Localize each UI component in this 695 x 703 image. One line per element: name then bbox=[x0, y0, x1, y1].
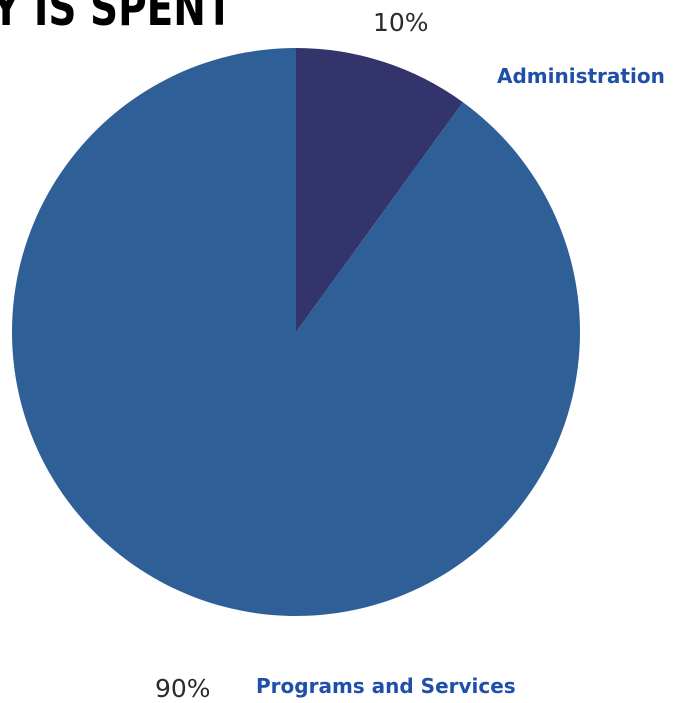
slice-category-label-programs-and-services: Programs and Services bbox=[256, 674, 516, 698]
chart-title: Y IS SPENT bbox=[0, 0, 233, 37]
slice-value-label-administration: 10% bbox=[373, 8, 429, 37]
pie-slice-administration bbox=[296, 48, 463, 332]
slice-category-label-administration: Administration bbox=[497, 64, 665, 88]
pie-slice-programs-and-services bbox=[11, 48, 580, 616]
pie-slices bbox=[11, 48, 580, 616]
slice-value-label-programs-and-services: 90% bbox=[155, 674, 211, 703]
